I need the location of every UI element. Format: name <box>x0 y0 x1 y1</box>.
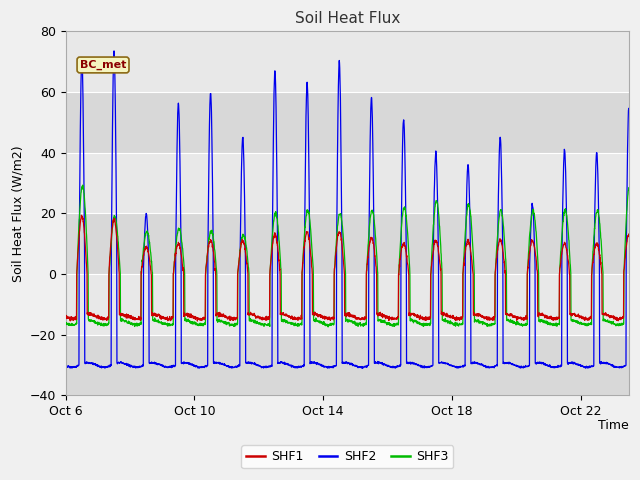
Bar <box>66 335 629 396</box>
Bar <box>66 274 629 335</box>
Text: BC_met: BC_met <box>80 60 126 70</box>
X-axis label: Time: Time <box>598 420 629 432</box>
Legend: SHF1, SHF2, SHF3: SHF1, SHF2, SHF3 <box>241 445 453 468</box>
Bar <box>66 32 629 92</box>
Bar <box>66 214 629 274</box>
Title: Soil Heat Flux: Soil Heat Flux <box>294 11 400 26</box>
Y-axis label: Soil Heat Flux (W/m2): Soil Heat Flux (W/m2) <box>11 145 24 282</box>
Bar <box>66 153 629 214</box>
Bar <box>66 92 629 153</box>
